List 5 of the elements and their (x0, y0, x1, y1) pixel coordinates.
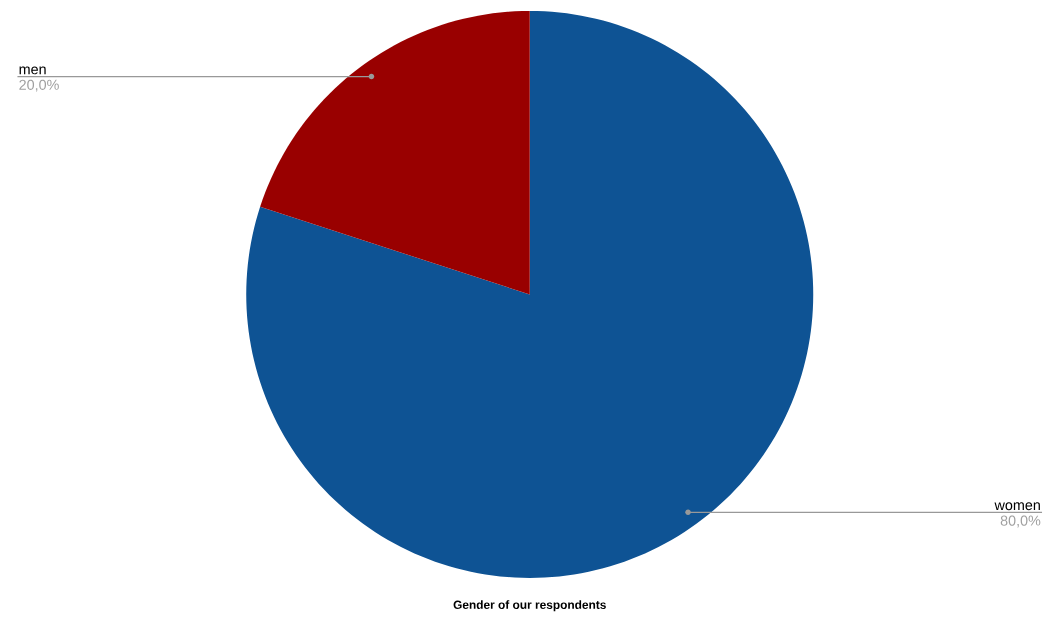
slice-label: men (19, 66, 46, 75)
data-label: 80,0% (1000, 515, 1041, 528)
slice-label: women (994, 502, 1040, 511)
data-label: 20,0% (19, 79, 59, 92)
text: Gender of our respondents (453, 600, 606, 612)
